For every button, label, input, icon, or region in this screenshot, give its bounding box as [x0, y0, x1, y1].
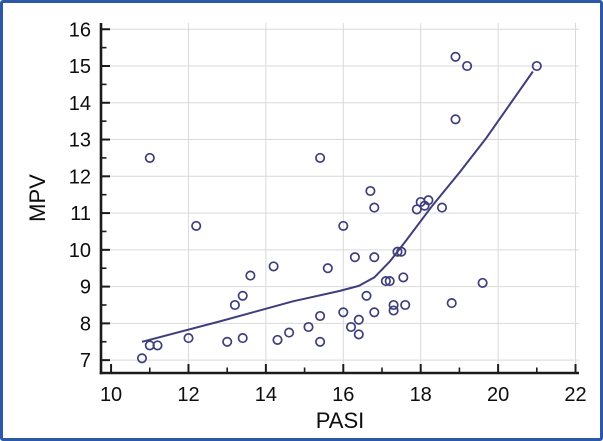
data-point — [152, 340, 163, 351]
y-tick-label: 7 — [80, 350, 91, 372]
data-point — [396, 246, 407, 257]
y-tick-label: 14 — [69, 93, 91, 115]
x-tick-label: 14 — [255, 384, 277, 406]
data-point — [272, 334, 283, 345]
data-point — [365, 185, 376, 197]
data-point — [436, 202, 448, 213]
x-tick-label: 20 — [487, 384, 509, 406]
data-point — [388, 299, 399, 311]
data-point — [384, 276, 395, 287]
data-point — [353, 329, 364, 340]
data-point — [450, 51, 461, 62]
y-tick-label: 8 — [80, 313, 91, 335]
data-point — [284, 327, 295, 338]
data-point — [222, 336, 233, 347]
y-tick-label: 15 — [69, 56, 91, 78]
data-point — [338, 220, 349, 231]
data-point — [237, 290, 248, 301]
x-tick-label: 16 — [332, 384, 354, 406]
axis-layer: 7 8 9 10 11 12 13 14 15 16 10 12 14 16 18 20 22 — [69, 19, 587, 406]
data-point — [144, 152, 155, 163]
data-point — [392, 246, 403, 257]
data-point — [450, 114, 461, 125]
x-tick-label: 18 — [410, 384, 432, 406]
data-point — [315, 310, 326, 322]
data-point — [136, 353, 148, 364]
grid-layer — [101, 23, 579, 373]
data-point — [400, 299, 411, 311]
data-point — [322, 263, 333, 274]
x-tick-label: 12 — [177, 384, 199, 406]
data-point — [268, 261, 279, 272]
data-point — [245, 270, 256, 281]
trend-line — [141, 70, 534, 343]
y-tick-label: 10 — [69, 240, 91, 262]
y-tick-label: 11 — [70, 203, 91, 225]
data-point — [361, 290, 372, 301]
y-axis-title: MPV — [25, 174, 50, 222]
data-point — [380, 276, 391, 287]
data-point — [191, 220, 202, 231]
data-point — [369, 252, 380, 263]
y-tick-label: 13 — [69, 130, 91, 152]
data-point — [303, 321, 314, 333]
data-point — [446, 298, 457, 309]
data-point — [229, 299, 240, 311]
data-point — [315, 152, 326, 163]
data-point — [477, 277, 488, 288]
data-point — [369, 307, 380, 318]
data-point — [183, 333, 194, 344]
data-point — [462, 60, 473, 72]
y-tick-label: 16 — [69, 19, 91, 41]
y-tick-label: 12 — [69, 166, 91, 188]
scatter-plot: 7 8 9 10 11 12 13 14 15 16 10 12 14 16 18 20 22 PASI MPV — [25, 19, 587, 433]
x-tick-label: 22 — [564, 384, 586, 406]
x-axis-title: PASI — [316, 408, 365, 433]
data-point — [423, 195, 434, 206]
data-point — [349, 252, 360, 263]
data-point — [398, 272, 409, 283]
x-tick-label: 10 — [100, 384, 122, 406]
data-layer — [136, 51, 542, 364]
data-point — [353, 314, 364, 325]
data-point — [338, 307, 349, 318]
y-tick-label: 9 — [80, 277, 91, 299]
data-point — [315, 336, 326, 347]
data-point — [237, 333, 248, 344]
data-point — [345, 321, 357, 333]
data-point — [388, 305, 399, 316]
data-point — [369, 202, 380, 213]
data-point — [531, 60, 542, 72]
